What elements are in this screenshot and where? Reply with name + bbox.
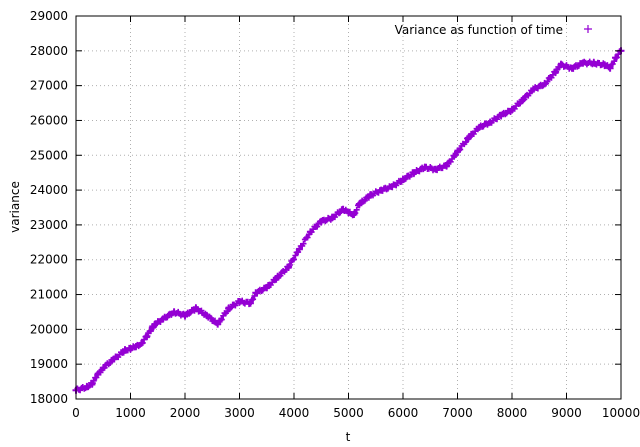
data-point: [88, 379, 96, 387]
data-point: [410, 169, 418, 177]
data-point: [421, 164, 429, 171]
data-point: [132, 343, 140, 351]
data-point: [519, 96, 527, 104]
axis-ticks: [75, 15, 622, 400]
data-point: [143, 332, 151, 340]
data-point: [181, 311, 189, 319]
y-tick-label: 24000: [30, 183, 68, 197]
data-point: [443, 162, 451, 170]
data-point: [508, 106, 516, 114]
data-point: [203, 311, 211, 319]
data-point: [366, 191, 374, 199]
data-point: [475, 123, 483, 131]
x-tick-labels: 0 1000 2000 3000 4000 5000 6000 7000 8000 9000 100…: [72, 406, 640, 420]
y-tick-label: 22000: [30, 253, 68, 267]
data-point: [557, 61, 565, 69]
data-point: [99, 364, 107, 372]
data-point: [432, 165, 440, 173]
y-tick-label: 21000: [30, 288, 68, 302]
x-tick-label: 5000: [333, 406, 364, 420]
data-point: [121, 346, 129, 354]
data-point: [170, 308, 178, 316]
y-tick-label: 19000: [30, 357, 68, 371]
data-point: [110, 355, 118, 363]
data-point: [225, 305, 233, 312]
y-tick-label: 29000: [30, 9, 68, 23]
data-point: [94, 371, 102, 379]
x-tick-label: 8000: [497, 406, 528, 420]
data-point: [274, 273, 282, 281]
data-point: [127, 345, 134, 352]
data-point: [388, 183, 396, 191]
data-point: [246, 299, 254, 307]
y-tick-label: 18000: [30, 392, 68, 406]
plot-frame: [75, 15, 622, 400]
data-point: [151, 320, 159, 328]
data-point: [214, 320, 222, 328]
data-point: [530, 85, 538, 93]
y-tick-label: 20000: [30, 322, 68, 336]
data-point: [590, 59, 598, 67]
data-point: [464, 134, 472, 142]
data-point: [263, 284, 271, 292]
legend-plus-icon: [584, 25, 592, 33]
x-tick-label: 0: [72, 406, 80, 420]
y-tick-label: 25000: [30, 148, 68, 162]
data-point: [317, 217, 325, 225]
data-point: [568, 64, 576, 72]
x-tick-label: 6000: [388, 406, 419, 420]
data-point: [328, 214, 336, 222]
x-tick-label: 7000: [442, 406, 473, 420]
data-point: [236, 298, 243, 305]
series-points: [72, 47, 625, 394]
x-tick-label: 4000: [279, 406, 310, 420]
grid: [76, 16, 621, 399]
data-point: [159, 315, 167, 323]
data-point: [285, 263, 293, 271]
y-tick-label: 28000: [30, 44, 68, 58]
data-point: [345, 209, 352, 217]
x-tick-label: 9000: [551, 406, 582, 420]
data-point: [377, 186, 385, 194]
data-point: [83, 383, 91, 391]
data-point: [486, 118, 494, 126]
data-point: [601, 61, 609, 69]
data-point: [137, 339, 145, 347]
x-axis-title: t: [346, 430, 351, 444]
data-point: [579, 59, 587, 67]
legend-label: Variance as function of time: [395, 23, 563, 37]
data-point: [454, 148, 461, 156]
data-point: [339, 205, 347, 213]
data-point: [350, 211, 358, 218]
data-point: [295, 245, 303, 253]
data-point: [541, 80, 549, 88]
y-tick-label: 23000: [30, 218, 68, 232]
data-point: [497, 111, 505, 119]
data-point: [192, 305, 200, 312]
y-tick-labels: 18000 19000 20000 21000 22000 23000 24000 25000…: [30, 9, 68, 406]
legend: Variance as function of time: [395, 23, 592, 37]
data-point: [306, 228, 314, 236]
data-point: [355, 200, 363, 208]
legend-marker: [584, 25, 592, 33]
y-axis-title: variance: [8, 181, 22, 233]
y-tick-label: 27000: [30, 79, 68, 93]
data-point: [612, 54, 619, 62]
data-point: [399, 176, 407, 184]
y-tick-label: 26000: [30, 113, 68, 127]
data-point: [552, 68, 560, 76]
x-tick-label: 2000: [170, 406, 201, 420]
x-tick-label: 1000: [115, 406, 146, 420]
data-point: [252, 289, 260, 297]
x-tick-label: 10000: [602, 406, 640, 420]
x-tick-label: 3000: [224, 406, 255, 420]
data-point: [606, 64, 614, 72]
